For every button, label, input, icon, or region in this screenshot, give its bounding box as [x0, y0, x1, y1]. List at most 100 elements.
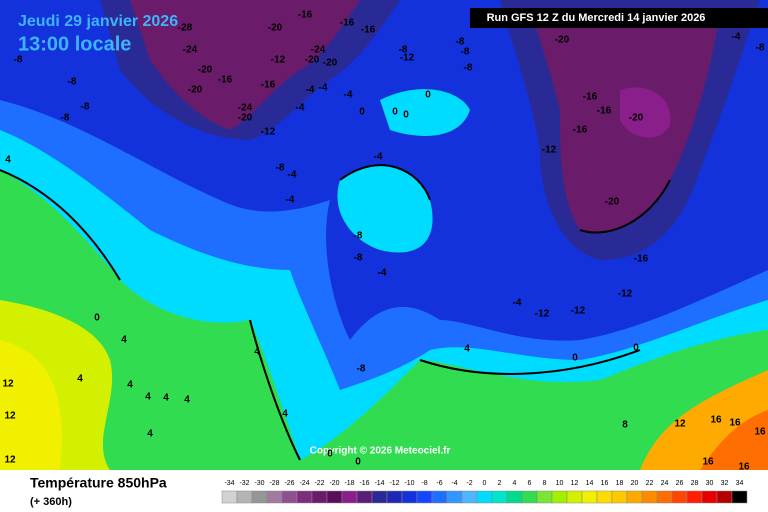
contour-label: -20 [323, 58, 338, 69]
scale-label: -8 [421, 480, 427, 487]
contour-label: 12 [4, 411, 16, 422]
scale-label: -30 [254, 480, 264, 487]
contour-label: -12 [400, 53, 415, 64]
contour-label: 4 [147, 429, 153, 440]
contour-label: -4 [319, 83, 328, 94]
scale-label: 22 [646, 480, 654, 487]
scale-swatch [701, 490, 718, 504]
scale-swatch [596, 490, 613, 504]
scale-swatch [356, 490, 373, 504]
contour-label: 12 [674, 419, 686, 430]
contour-label: -16 [573, 125, 588, 136]
contour-label: -16 [597, 106, 612, 117]
scale-label: 12 [571, 480, 579, 487]
scale-label: 18 [616, 480, 624, 487]
run-info: Run GFS 12 Z du Mercredi 14 janvier 2026 [487, 12, 706, 24]
contour-label: -8 [756, 43, 765, 54]
contour-label: 4 [77, 374, 83, 385]
contour-label: -8 [68, 77, 77, 88]
scale-swatch [536, 490, 553, 504]
scale-swatch [341, 490, 358, 504]
contour-label: -4 [513, 298, 522, 309]
contour-label: 12 [2, 379, 14, 390]
contour-label: 16 [710, 415, 722, 426]
scale-label: -34 [224, 480, 234, 487]
scale-swatch [581, 490, 598, 504]
scale-swatch [551, 490, 568, 504]
contour-label: 4 [145, 392, 151, 403]
scale-swatch [716, 490, 733, 504]
contour-label: -20 [305, 55, 320, 66]
scale-swatch [446, 490, 463, 504]
contour-label: -20 [238, 113, 253, 124]
contour-label: -4 [296, 103, 305, 114]
scale-swatch [326, 490, 343, 504]
scale-label: -10 [404, 480, 414, 487]
scale-label: -22 [314, 480, 324, 487]
contour-label: -12 [271, 55, 286, 66]
contour-label: 4 [127, 380, 133, 391]
scale-label: -20 [329, 480, 339, 487]
contour-label: -16 [261, 80, 276, 91]
contour-label: 4 [282, 409, 288, 420]
scale-swatch [386, 490, 403, 504]
scale-label: 34 [736, 480, 744, 487]
contour-label: 4 [163, 393, 169, 404]
contour-label: -20 [268, 23, 283, 34]
contour-label: -4 [344, 90, 353, 101]
contour-label: 0 [94, 313, 100, 324]
contour-label: -16 [583, 92, 598, 103]
scale-swatch [671, 490, 688, 504]
scale-swatch [656, 490, 673, 504]
contour-label: 4 [184, 395, 190, 406]
scale-swatch [371, 490, 388, 504]
scale-label: 6 [528, 480, 532, 487]
contour-label: 4 [464, 344, 470, 355]
contour-label: -12 [542, 145, 557, 156]
scale-label: 10 [556, 480, 564, 487]
contour-label: -24 [183, 45, 198, 56]
contour-label: 0 [359, 107, 365, 118]
contour-label: 0 [327, 449, 333, 460]
scale-label: 24 [661, 480, 669, 487]
scale-swatch [401, 490, 418, 504]
contour-label: -16 [218, 75, 233, 86]
contour-label: -20 [555, 35, 570, 46]
scale-swatch [296, 490, 313, 504]
scale-label: -26 [284, 480, 294, 487]
scale-label: -16 [359, 480, 369, 487]
contour-label: -4 [306, 85, 315, 96]
contour-label: -20 [188, 85, 203, 96]
contour-label: 8 [622, 420, 628, 431]
contour-label: -12 [618, 289, 633, 300]
scale-swatch [431, 490, 448, 504]
legend-title: Température 850hPa [30, 475, 167, 491]
contour-label: 4 [254, 347, 260, 358]
contour-label: -4 [286, 195, 295, 206]
scale-swatch [641, 490, 658, 504]
scale-swatch [311, 490, 328, 504]
contour-label: 12 [4, 455, 16, 466]
contour-label: -4 [288, 170, 297, 181]
contour-label: -20 [629, 113, 644, 124]
scale-swatch [521, 490, 538, 504]
map-field [0, 0, 768, 470]
scale-label: 16 [601, 480, 609, 487]
contour-label: 4 [5, 155, 11, 166]
scale-label: 30 [706, 480, 714, 487]
contour-label: -12 [535, 309, 550, 320]
contour-label: -16 [298, 10, 313, 21]
scale-swatch [491, 490, 508, 504]
copyright: Copyright © 2026 Meteociel.fr [310, 446, 451, 457]
scale-swatch [731, 490, 748, 504]
contour-label: 0 [403, 110, 409, 121]
contour-label: -24 [311, 45, 326, 56]
contour-label: -8 [276, 163, 285, 174]
contour-label: -16 [634, 254, 649, 265]
contour-label: 16 [702, 457, 714, 468]
scale-swatch [506, 490, 523, 504]
contour-label: -8 [61, 113, 70, 124]
contour-label: 0 [425, 90, 431, 101]
contour-label: -8 [456, 37, 465, 48]
